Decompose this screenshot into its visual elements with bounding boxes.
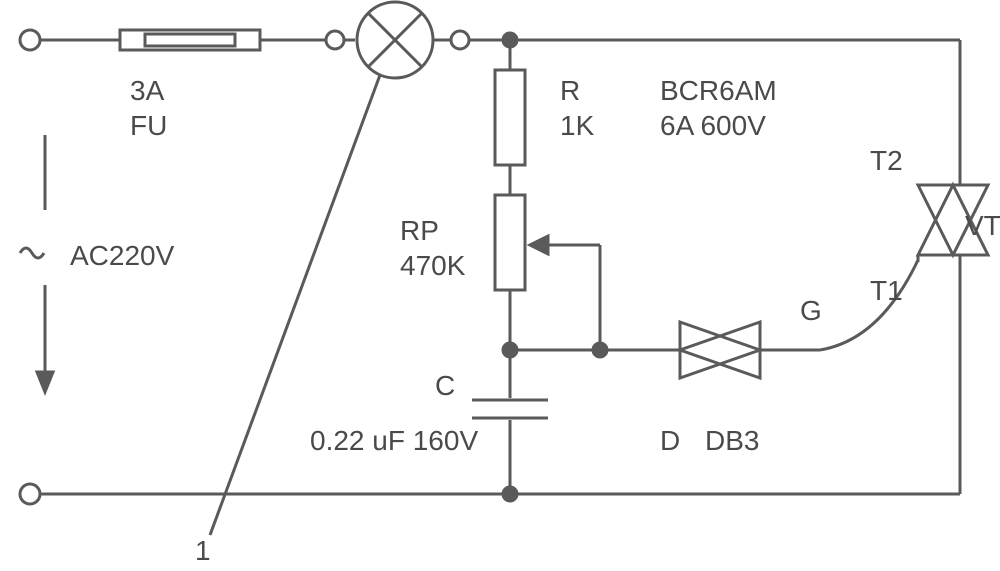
- ac-tilde: [20, 248, 44, 258]
- callout-1-label: 1: [195, 535, 211, 566]
- labels-group: 3A FU AC220V R 1K RP 470K C 0.22 uF 160V…: [70, 75, 1000, 566]
- triac-part-label: BCR6AM: [660, 75, 777, 106]
- diac-part-label: DB3: [705, 425, 759, 456]
- terminal-top-left: [20, 30, 40, 50]
- triac-rating-label: 6A 600V: [660, 110, 766, 141]
- triac-t2-label: T2: [870, 145, 903, 176]
- arrow-down: [37, 372, 53, 392]
- resistor-ref-label: R: [560, 75, 580, 106]
- diac-ref-label: D: [660, 425, 680, 456]
- terminal-bottom-left: [20, 484, 40, 504]
- source-label: AC220V: [70, 240, 175, 271]
- triac-t1-label: T1: [870, 275, 903, 306]
- fuse-rating-label: 3A: [130, 75, 165, 106]
- resistor-val-label: 1K: [560, 110, 595, 141]
- circuit-schematic: 3A FU AC220V R 1K RP 470K C 0.22 uF 160V…: [0, 0, 1000, 571]
- cap-ref-label: C: [435, 370, 455, 401]
- fuse-ref-label: FU: [130, 110, 167, 141]
- diac-symbol: [680, 322, 760, 378]
- pot-ref-label: RP: [400, 215, 439, 246]
- triac-ref-label: VT: [965, 210, 1000, 241]
- pot-val-label: 470K: [400, 250, 466, 281]
- potentiometer-symbol: [495, 195, 525, 290]
- resistor-symbol: [495, 70, 525, 165]
- cap-val-label: 0.22 uF 160V: [310, 425, 478, 456]
- triac-gate-label: G: [800, 295, 822, 326]
- pot-wiper-arrow: [530, 236, 548, 254]
